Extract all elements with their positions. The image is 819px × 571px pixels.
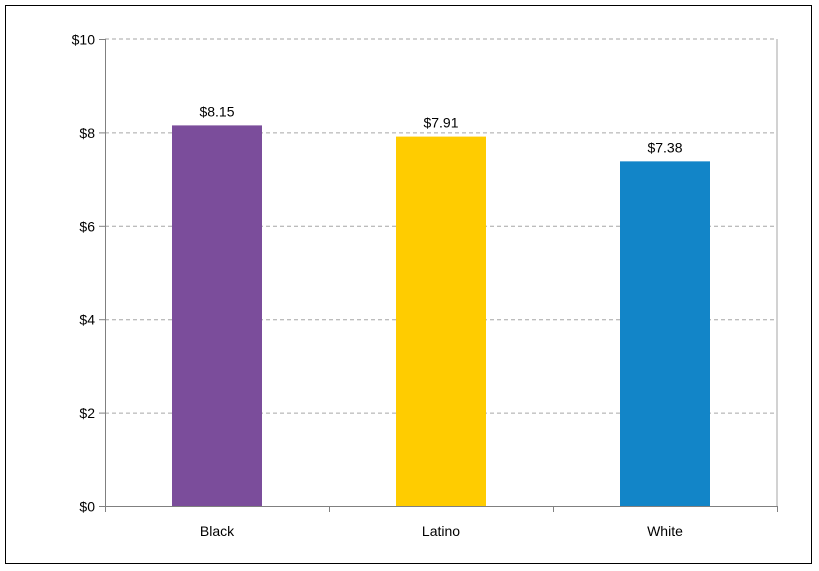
- y-axis-ticks: $0 $2 $4 $6 $8 $10: [72, 32, 105, 515]
- bar-black: [172, 125, 262, 507]
- x-tick-label: White: [647, 523, 683, 539]
- data-labels: $8.15 $7.91 $7.38: [199, 103, 682, 155]
- y-tick-label: $10: [72, 32, 96, 48]
- x-tick-label: Latino: [422, 523, 460, 539]
- data-label: $8.15: [199, 103, 234, 119]
- y-tick-label: $2: [79, 405, 95, 421]
- bar-latino: [396, 136, 486, 506]
- bars: [172, 125, 710, 507]
- y-tick-label: $4: [79, 312, 95, 328]
- chart-frame: $0 $2 $4 $6 $8 $10 $8.15 $7.91 $7.38 Black Latin…: [5, 5, 812, 564]
- bar-chart: $0 $2 $4 $6 $8 $10 $8.15 $7.91 $7.38 Black Latin…: [72, 32, 778, 539]
- data-label: $7.38: [647, 139, 682, 155]
- y-tick-label: $0: [79, 499, 95, 515]
- y-tick-label: $6: [79, 218, 95, 234]
- data-label: $7.91: [423, 115, 458, 131]
- x-axis-ticks: Black Latino White: [105, 506, 778, 539]
- y-tick-label: $8: [79, 125, 95, 141]
- x-tick-label: Black: [200, 523, 235, 539]
- bar-white: [620, 161, 710, 506]
- axes: [105, 39, 777, 507]
